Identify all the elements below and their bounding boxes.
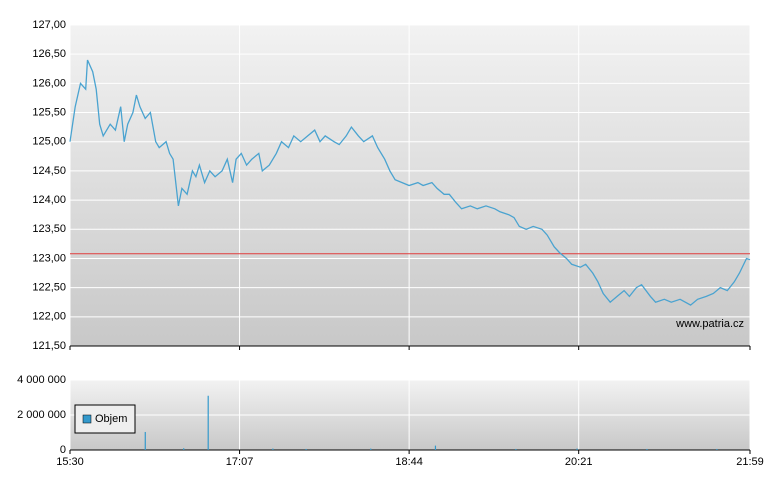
y-tick-label: 126,00 <box>32 77 66 89</box>
x-tick-label: 15:30 <box>56 456 84 468</box>
x-tick-label: 20:21 <box>565 456 593 468</box>
volume-bar <box>207 395 209 450</box>
watermark: www.patria.cz <box>675 318 744 330</box>
y-tick-label: 126,50 <box>32 48 66 60</box>
legend-label: Objem <box>95 413 127 425</box>
volume-bar <box>576 448 578 450</box>
y-tick-label: 124,00 <box>32 194 66 206</box>
x-tick-label: 17:07 <box>226 456 254 468</box>
volume-bar <box>515 448 517 450</box>
x-tick-label: 18:44 <box>395 456 423 468</box>
volume-bar <box>305 448 307 450</box>
y-tick-label: 121,50 <box>32 340 66 352</box>
x-tick-label: 21:59 <box>736 456 764 468</box>
volume-bar <box>646 448 648 450</box>
y-tick-label: 124,50 <box>32 165 66 177</box>
volume-bar <box>183 448 185 450</box>
y-tick-label: 0 <box>60 444 66 456</box>
volume-bar <box>272 448 274 450</box>
y-tick-label: 123,00 <box>32 252 66 264</box>
volume-bar <box>144 431 146 450</box>
y-tick-label: 4 000 000 <box>17 374 66 386</box>
volume-bar <box>716 448 718 450</box>
y-tick-label: 122,50 <box>32 282 66 294</box>
price-line <box>69 59 751 306</box>
y-tick-label: 122,00 <box>32 311 66 323</box>
y-tick-label: 127,00 <box>32 19 66 31</box>
volume-bar <box>370 448 372 450</box>
y-tick-label: 125,50 <box>32 106 66 118</box>
volume-bar <box>434 445 437 450</box>
y-tick-label: 125,00 <box>32 136 66 148</box>
legend-swatch <box>82 414 92 424</box>
y-tick-label: 123,50 <box>32 223 66 235</box>
y-tick-label: 2 000 000 <box>17 409 66 421</box>
